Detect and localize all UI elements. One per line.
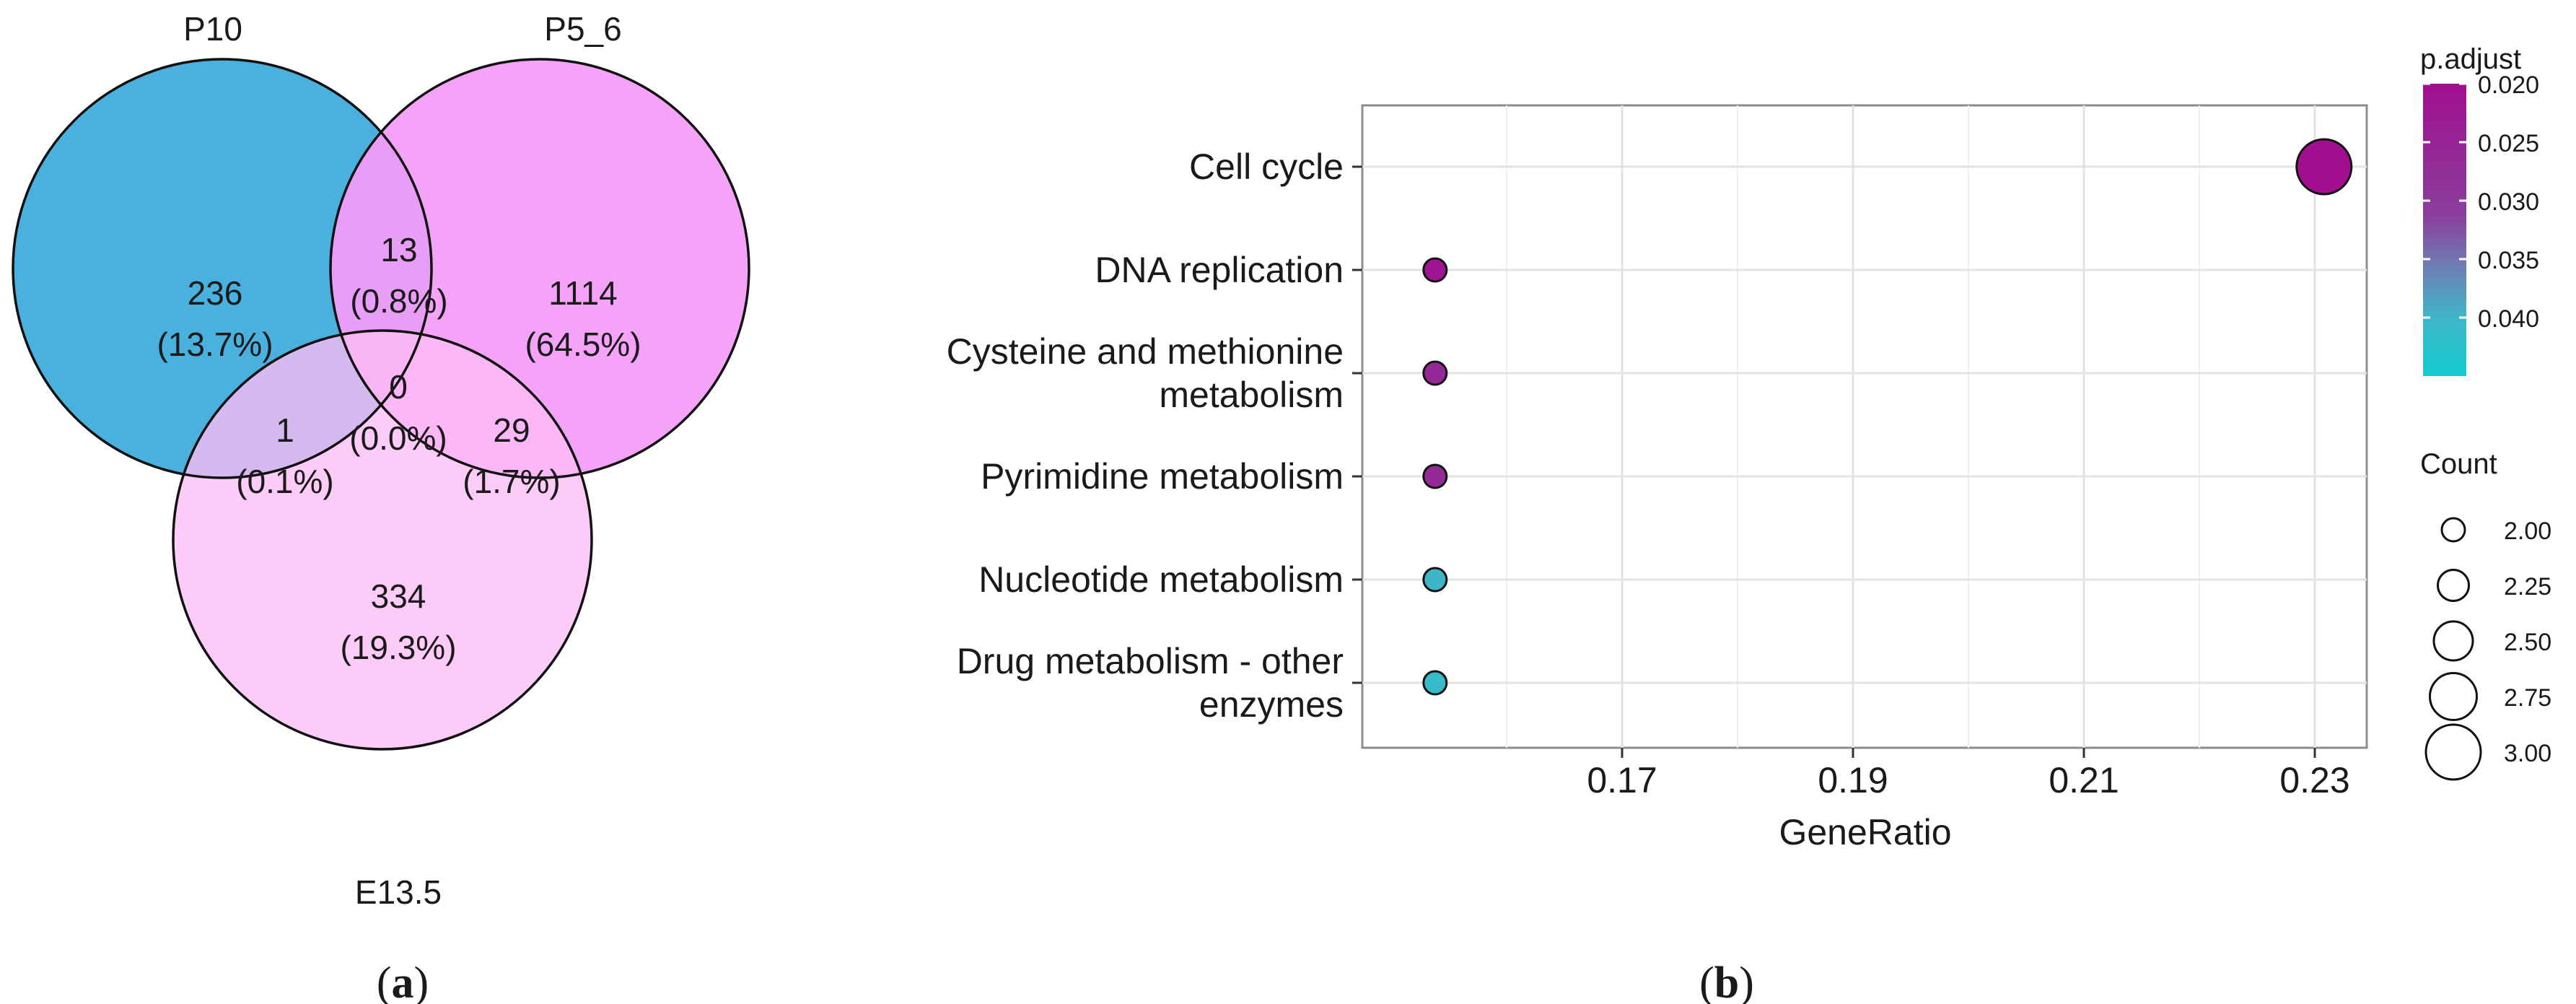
- size-legend-circle: [2440, 517, 2466, 543]
- color-legend: p.adjust 0.020 0.025 0.030 0.035 0.040: [2420, 43, 2539, 376]
- y-tick-label: Cell cycle: [1189, 147, 1344, 187]
- size-legend-label: 2.50: [2504, 629, 2551, 656]
- x-tick-label: 0.17: [1587, 760, 1657, 800]
- data-point: [2295, 138, 2353, 196]
- color-legend-bar: [2423, 84, 2466, 376]
- venn-diagram: P10 P5_6 E13.5 236 (13.7%) 13 (0.8%) 111…: [12, 10, 750, 1004]
- plot-panel: [1361, 104, 2368, 749]
- panel-label-b: (b): [1699, 959, 1754, 1004]
- size-legend-label: 2.00: [2504, 518, 2551, 545]
- x-axis-title: GeneRatio: [1779, 812, 1951, 852]
- panel-label-a: (a): [377, 959, 429, 1004]
- size-legend-items: 2.00 2.25 2.50 2.75 3.00: [2424, 517, 2551, 781]
- color-legend-title: p.adjust: [2420, 43, 2521, 75]
- data-point: [1422, 670, 1448, 696]
- grid-lines: [1362, 105, 2367, 748]
- venn-count-p5-6-only: 1114: [548, 274, 618, 312]
- color-legend-tick-label: 0.035: [2478, 247, 2539, 274]
- size-legend-label: 2.75: [2504, 684, 2551, 712]
- venn-count-e13-5-only: 334: [371, 577, 426, 615]
- venn-set-label-e13-5: E13.5: [355, 873, 442, 911]
- venn-pct-p5-6-only: (64.5%): [525, 326, 641, 363]
- data-points: [1422, 138, 2353, 696]
- size-legend-label: 3.00: [2504, 740, 2551, 767]
- data-point: [1422, 360, 1448, 386]
- color-legend-tick-label: 0.020: [2478, 71, 2539, 99]
- x-axis: 0.17 0.19 0.21 0.23: [1587, 748, 2350, 800]
- x-tick-label: 0.19: [1818, 760, 1888, 800]
- size-legend-circle: [2429, 672, 2478, 721]
- venn-pct-e13-5-only: (19.3%): [340, 629, 456, 666]
- dot-plot: Cell cycle DNA replication Cysteine and me…: [947, 43, 2552, 1004]
- size-legend-circle: [2437, 569, 2470, 602]
- size-legend-circle: [2432, 620, 2474, 662]
- y-tick-label: DNA replication: [1095, 250, 1344, 290]
- venn-circle-e13-5: [173, 331, 592, 749]
- size-legend-title: Count: [2420, 448, 2497, 480]
- y-tick-label: Drug metabolism - other enzymes: [957, 641, 1344, 725]
- venn-pct-p5-6-e13-5: (1.7%): [463, 463, 560, 500]
- venn-set-label-p5-6: P5_6: [544, 10, 621, 48]
- y-tick-label: Pyrimidine metabolism: [981, 456, 1344, 497]
- venn-outline-e13-5: [172, 329, 593, 751]
- venn-pct-p10-p5-6: (0.8%): [350, 282, 447, 320]
- color-legend-tick-label: 0.030: [2478, 188, 2539, 216]
- y-tick-label: Nucleotide metabolism: [978, 559, 1344, 600]
- venn-pct-p10-only: (13.7%): [157, 326, 273, 363]
- venn-count-p10-p5-6: 13: [380, 231, 417, 269]
- venn-set-label-p10: P10: [183, 10, 242, 48]
- size-legend-label: 2.25: [2504, 573, 2551, 601]
- venn-count-p5-6-e13-5: 29: [493, 411, 530, 449]
- venn-outline-p5-6: [329, 58, 750, 479]
- data-point: [1422, 257, 1448, 283]
- color-legend-ticks: 0.020 0.025 0.030 0.035 0.040: [2423, 71, 2539, 333]
- x-tick-label: 0.21: [2049, 760, 2119, 800]
- data-point: [1422, 463, 1448, 489]
- x-tick-label: 0.23: [2279, 760, 2349, 800]
- venn-count-all: 0: [389, 368, 408, 406]
- venn-count-p10-e13-5: 1: [276, 411, 294, 449]
- y-axis: Cell cycle DNA replication Cysteine and me…: [947, 147, 1362, 725]
- venn-count-p10-only: 236: [188, 274, 243, 312]
- size-legend-circle: [2424, 723, 2482, 781]
- color-legend-tick-label: 0.040: [2478, 305, 2539, 333]
- venn-pct-p10-e13-5: (0.1%): [236, 463, 333, 500]
- data-point: [1422, 567, 1448, 593]
- venn-outline-p10: [12, 58, 433, 479]
- color-legend-tick-label: 0.025: [2478, 130, 2539, 157]
- y-tick-label: Cysteine and methionine metabolism: [947, 331, 1344, 415]
- venn-pct-all: (0.0%): [349, 419, 447, 457]
- size-legend: Count 2.00 2.25 2.50 2.75 3.00: [2420, 448, 2551, 781]
